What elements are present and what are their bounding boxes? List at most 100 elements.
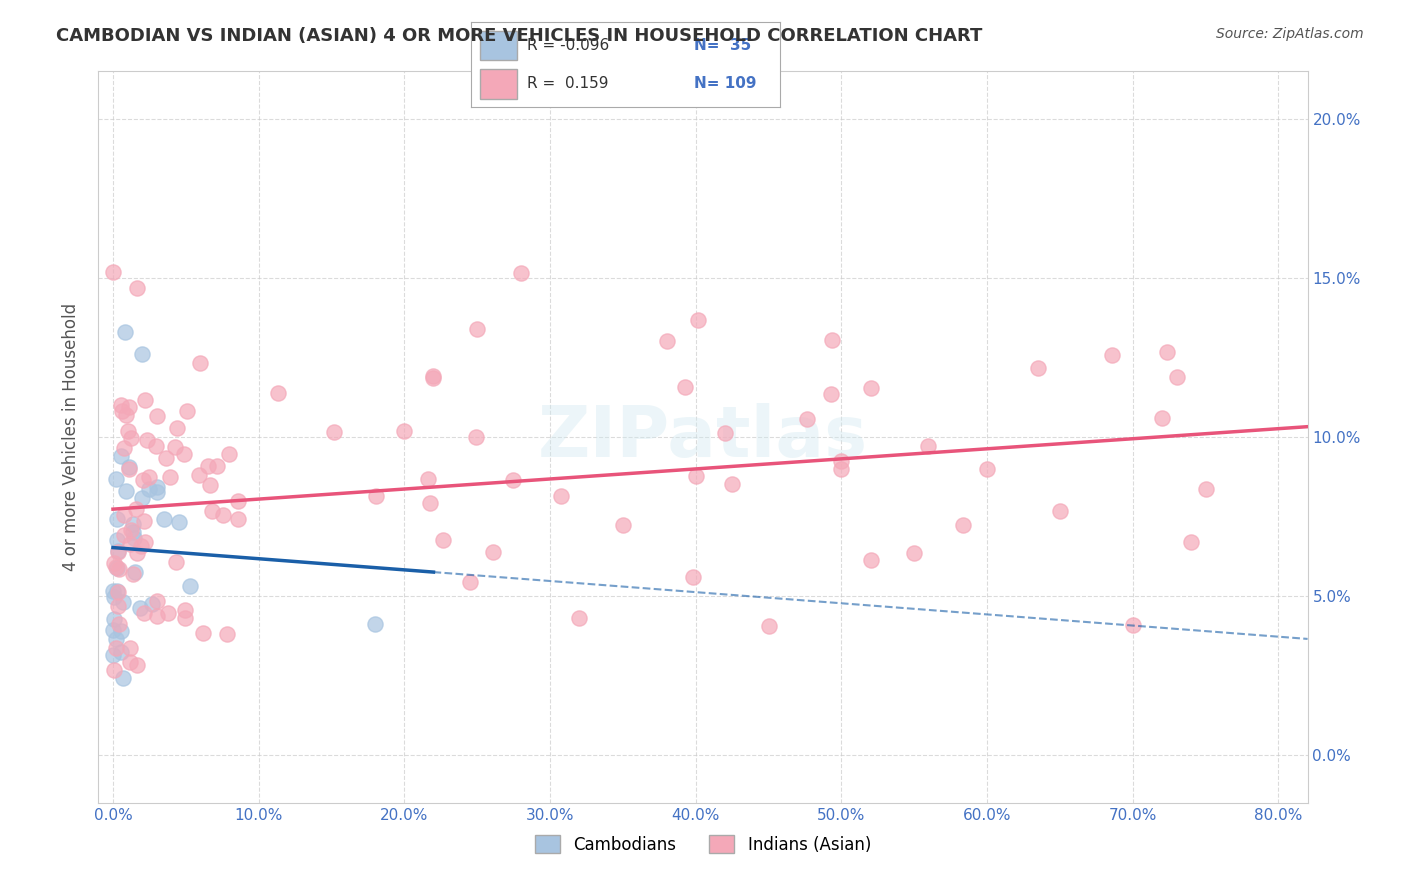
Point — [101, 584, 124, 599]
Point — [1122, 618, 1144, 632]
Point — [135, 433, 157, 447]
Point — [125, 657, 148, 672]
Point — [101, 648, 124, 663]
Point — [145, 485, 167, 500]
Point — [107, 616, 129, 631]
Point — [103, 264, 125, 278]
Point — [120, 431, 142, 445]
Point — [107, 512, 129, 526]
Point — [422, 369, 444, 384]
Point — [228, 494, 250, 508]
Point — [155, 450, 177, 465]
Point — [153, 512, 176, 526]
Point — [105, 561, 128, 575]
Point — [114, 325, 136, 339]
Point — [156, 606, 179, 620]
Point — [110, 399, 132, 413]
Point — [104, 632, 127, 647]
Text: N=  35: N= 35 — [693, 37, 751, 53]
Point — [200, 477, 222, 491]
Point — [118, 537, 141, 551]
Text: ZIPatlas: ZIPatlas — [538, 402, 868, 472]
Text: Source: ZipAtlas.com: Source: ZipAtlas.com — [1216, 27, 1364, 41]
Point — [127, 281, 149, 295]
Point — [125, 502, 148, 516]
Point — [120, 640, 142, 655]
Point — [419, 496, 441, 510]
Point — [146, 609, 169, 624]
Point — [107, 599, 129, 613]
Point — [107, 545, 129, 559]
Point — [165, 555, 187, 569]
Point — [418, 472, 440, 486]
Point — [1156, 345, 1178, 359]
Text: N= 109: N= 109 — [693, 76, 756, 91]
Point — [758, 618, 780, 632]
Point — [110, 449, 132, 463]
Point — [173, 447, 195, 461]
Point — [191, 626, 214, 640]
Point — [432, 533, 454, 547]
Point — [107, 562, 129, 576]
Point — [685, 468, 707, 483]
Point — [104, 560, 127, 574]
Point — [821, 334, 844, 348]
Point — [132, 473, 155, 487]
Text: R =  0.159: R = 0.159 — [527, 76, 609, 91]
Point — [105, 472, 128, 486]
Point — [820, 387, 842, 401]
Point — [122, 516, 145, 531]
Point — [481, 545, 503, 559]
Point — [127, 546, 149, 560]
Point — [110, 644, 132, 658]
Point — [1180, 534, 1202, 549]
Point — [107, 543, 129, 558]
Point — [179, 579, 201, 593]
Point — [550, 489, 572, 503]
Point — [830, 462, 852, 476]
Point — [188, 356, 211, 370]
Point — [118, 462, 141, 476]
Point — [105, 583, 128, 598]
Point — [860, 381, 883, 395]
Point — [159, 470, 181, 484]
Point — [1101, 348, 1123, 362]
Point — [226, 512, 249, 526]
Point — [145, 439, 167, 453]
Point — [115, 484, 138, 499]
Point — [103, 663, 125, 677]
Point — [859, 553, 882, 567]
Point — [111, 404, 134, 418]
Point — [134, 392, 156, 407]
Point — [1026, 360, 1049, 375]
Point — [1049, 504, 1071, 518]
Point — [212, 508, 235, 523]
Text: R = -0.096: R = -0.096 — [527, 37, 609, 53]
Point — [103, 590, 125, 604]
Point — [176, 404, 198, 418]
Point — [714, 426, 737, 441]
Point — [673, 380, 696, 394]
Point — [465, 322, 488, 336]
Point — [112, 441, 135, 455]
Point — [138, 482, 160, 496]
Point — [118, 459, 141, 474]
Point — [166, 421, 188, 435]
Point — [201, 504, 224, 518]
Point — [134, 514, 156, 528]
Point — [105, 533, 128, 547]
Point — [364, 489, 387, 503]
Point — [952, 518, 974, 533]
Point — [167, 516, 190, 530]
Point — [458, 575, 481, 590]
Point — [132, 606, 155, 620]
Point — [117, 424, 139, 438]
Point — [114, 409, 136, 423]
Point — [322, 425, 344, 440]
Point — [612, 518, 634, 533]
Point — [174, 611, 197, 625]
Point — [138, 469, 160, 483]
Point — [976, 462, 998, 476]
Point — [509, 266, 531, 280]
Point — [110, 624, 132, 638]
